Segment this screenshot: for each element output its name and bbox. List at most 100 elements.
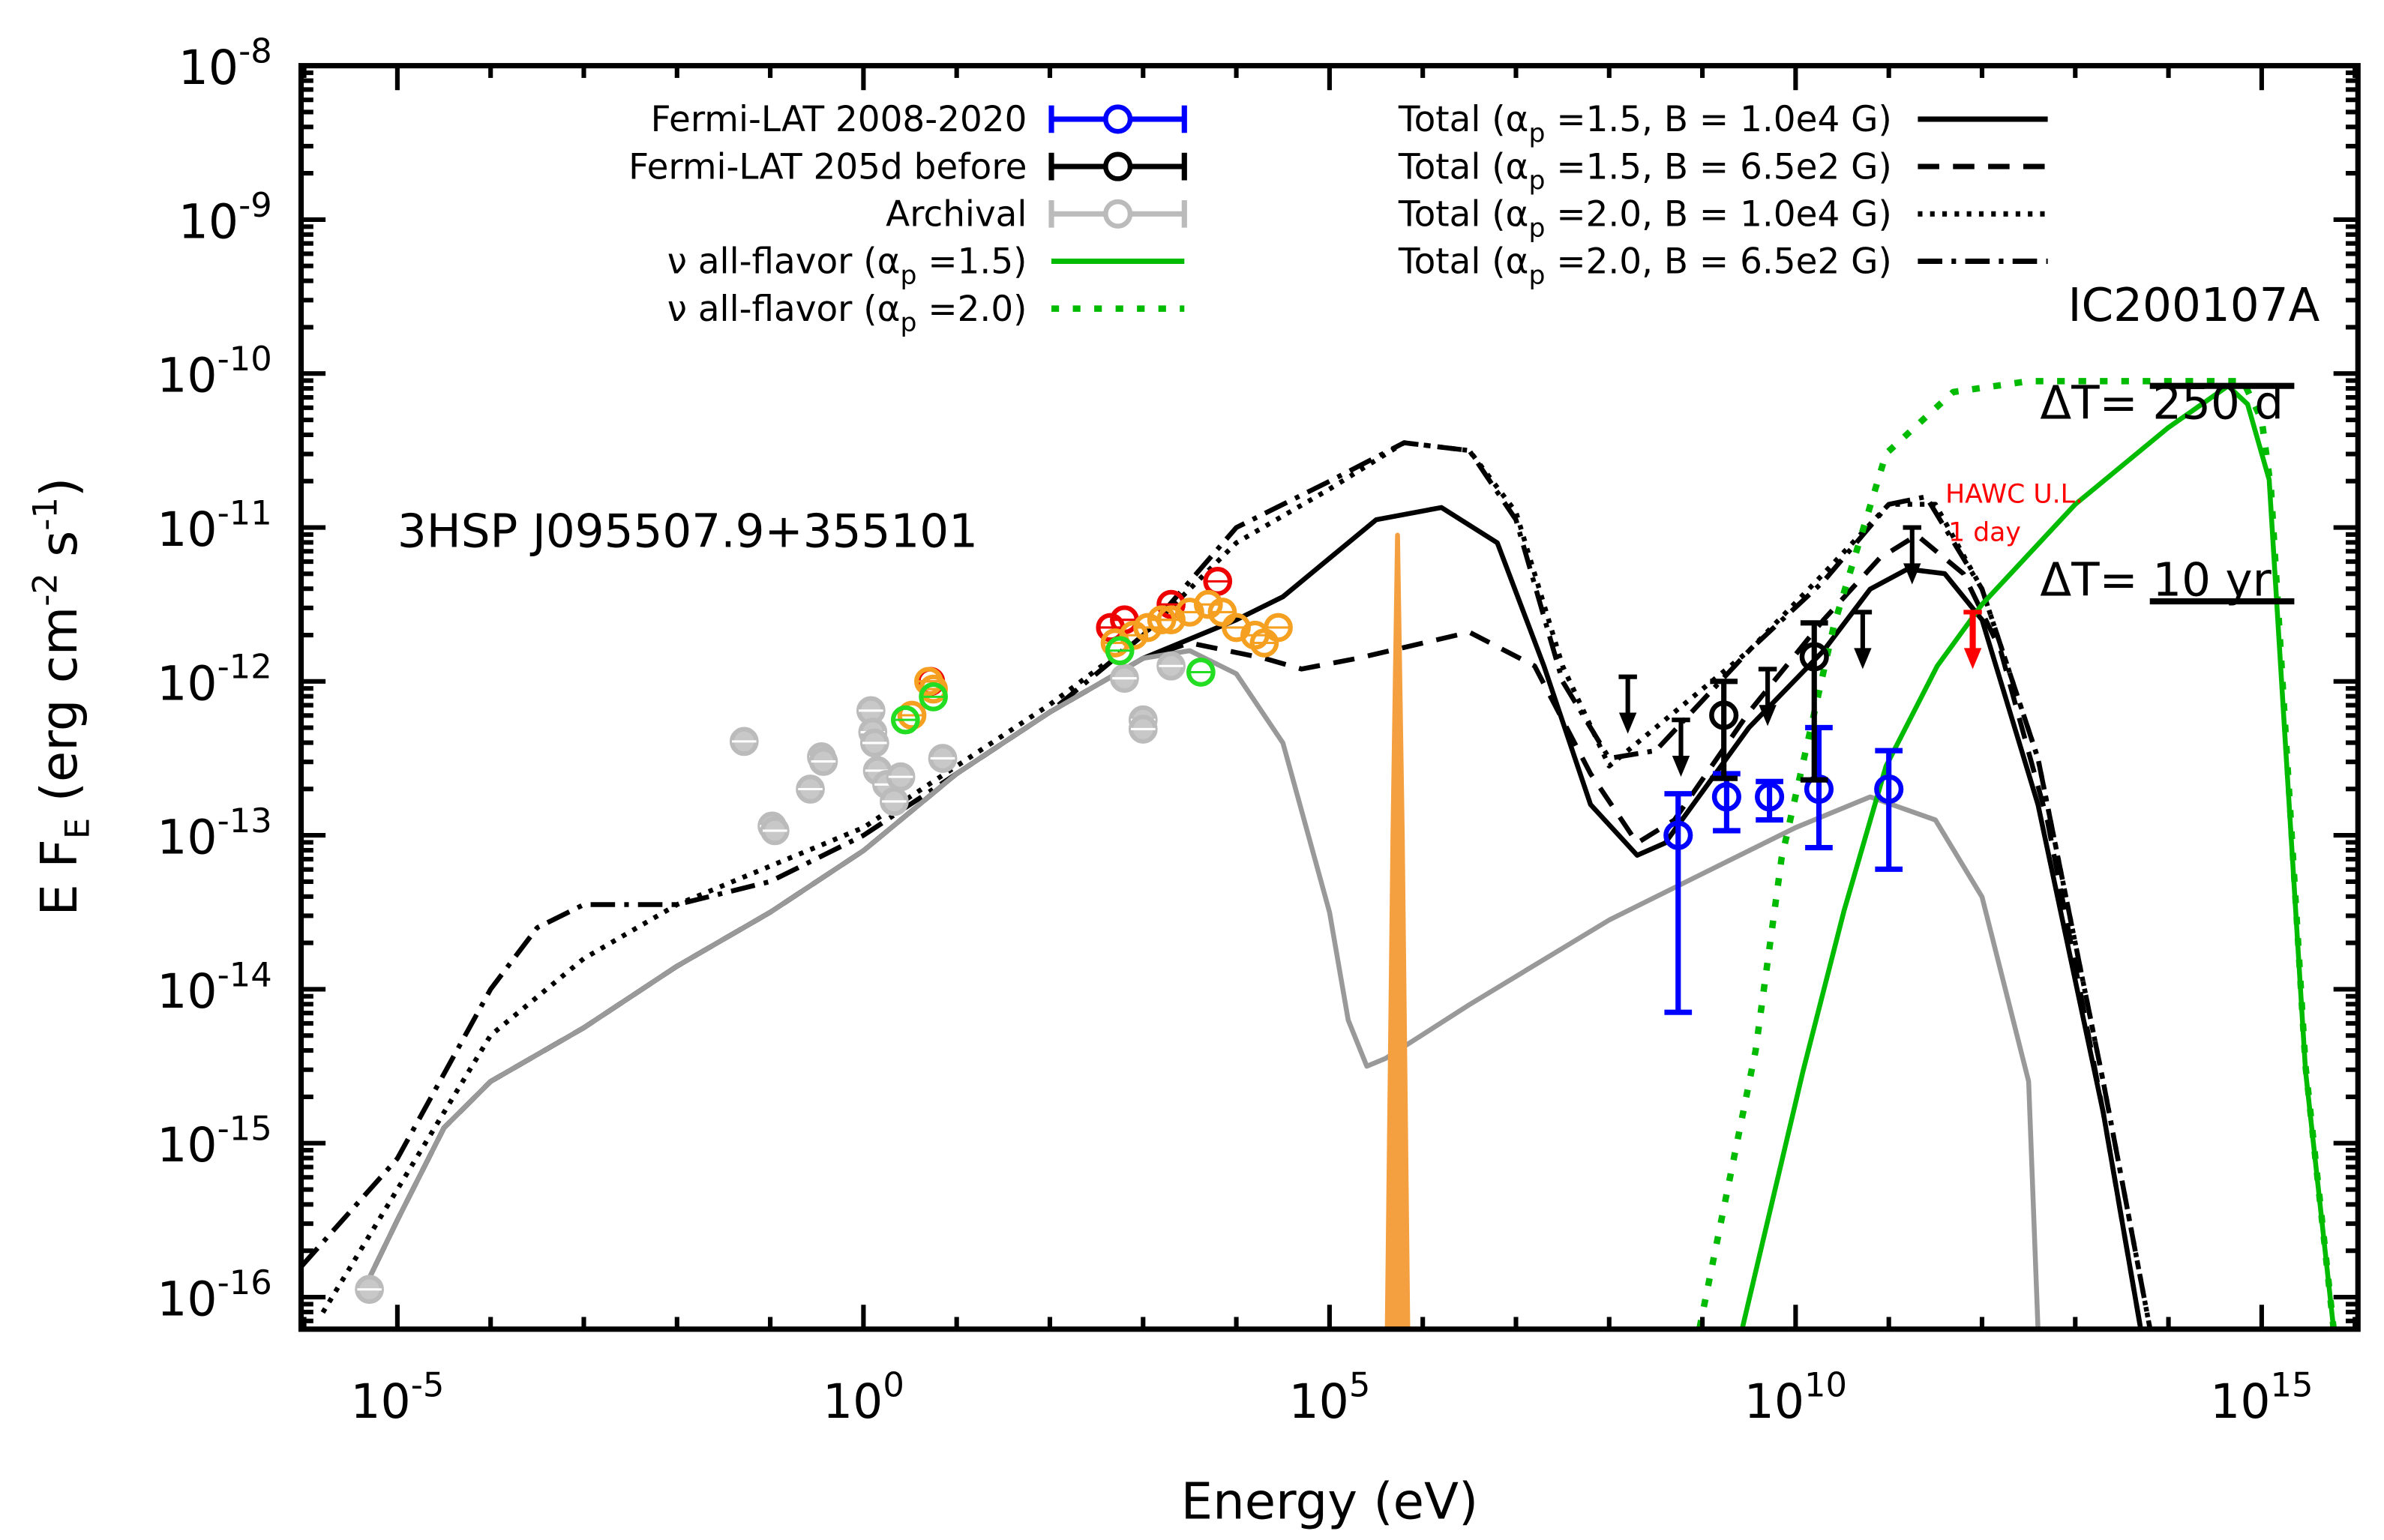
legend-label-text: Fermi-LAT 205d before: [628, 147, 1027, 187]
legend-label-subscript: p: [1528, 166, 1545, 196]
legend-label: Fermi-LAT 205d before: [628, 147, 1027, 187]
fermi-2008-2020-point-marker: [1804, 774, 1834, 804]
dt-10yr-label: ΔT= 10 yr: [2040, 554, 2272, 607]
plot-area: [301, 378, 2337, 1329]
legend-sample-marker: [1103, 104, 1133, 134]
y-tick-base: 10: [178, 193, 238, 249]
y-tick-label: 10-13: [157, 801, 272, 865]
y-tick-base: 10: [157, 502, 217, 557]
x-tick-label: 1010: [1744, 1365, 1847, 1429]
y-tick-exponent: -12: [217, 647, 272, 687]
fermi-205d-upper-limit-arrowhead: [1903, 563, 1921, 585]
legend-label-subscript: p: [1528, 214, 1545, 244]
y-tick-label: 10-15: [157, 1109, 272, 1173]
y-axis-label: E FE (erg cm-2 s-1): [25, 478, 97, 916]
y-tick-base: 10: [157, 810, 217, 865]
legend-label: Archival: [886, 195, 1027, 235]
x-tick-base: 10: [1744, 1374, 1804, 1429]
legend-label-text: Total (α: [1398, 195, 1529, 235]
y-tick-exponent: -14: [217, 954, 272, 994]
y-tick-label: 10-14: [157, 954, 272, 1019]
legend-label-text: Fermi-LAT 2008-2020: [651, 100, 1027, 140]
fermi-205d-upper-limit-arrowhead: [1759, 705, 1777, 727]
fermi-2008-2020-point-marker: [1755, 782, 1785, 812]
y-tick-exponent: -11: [217, 493, 272, 532]
fermi-205d-upper-limit-arrowhead: [1854, 648, 1872, 670]
legend-sample-marker: [1103, 199, 1133, 229]
series-line-dashdot: [301, 440, 2152, 1329]
y-tick-label: 10-12: [157, 647, 272, 712]
y-tick-label: 10-16: [157, 1263, 272, 1327]
x-tick-exponent: 0: [883, 1365, 904, 1404]
hawc-upper-limit-arrowhead: [1963, 648, 1982, 670]
y-label-sup1: -2: [25, 573, 64, 607]
legend-label-subscript: p: [1528, 119, 1545, 149]
x-axis-label: Energy (eV): [1181, 1472, 1479, 1530]
y-label-mid2: s: [30, 531, 88, 573]
legend-label-text: Total (α: [1398, 147, 1529, 187]
y-tick-base: 10: [157, 655, 217, 711]
legend-label: Total (αp =1.5, B = 1.0e4 G): [1398, 100, 1892, 148]
legend-label-text: =2.0, B = 1.0e4 G): [1545, 195, 1891, 235]
x-tick-base: 10: [350, 1374, 410, 1429]
legend-label-subscript: p: [1528, 261, 1545, 291]
event-name-label: IC200107A: [2068, 279, 2320, 332]
legend-label-subscript: p: [900, 308, 916, 338]
y-tick-label: 10-11: [157, 493, 272, 557]
legend: Fermi-LAT 2008-2020 Fermi-LAT 205d before…: [628, 100, 2048, 338]
x-tick-exponent: 10: [1804, 1365, 1847, 1404]
legend-label: Total (αp =2.0, B = 6.5e2 G): [1398, 242, 1892, 291]
y-tick-exponent: -8: [238, 31, 272, 71]
x-tick-base: 10: [2210, 1374, 2270, 1429]
y-label-sup2: -1: [25, 497, 64, 531]
fermi-2008-2020-point-marker: [1663, 820, 1693, 850]
y-tick-base: 10: [157, 348, 217, 403]
y-tick-label: 10-8: [178, 31, 272, 96]
dt-250d-label: ΔT= 250 d: [2040, 376, 2284, 430]
legend-label: ν all-flavor (αp =1.5): [667, 242, 1027, 291]
legend-label-text: =1.5, B = 1.0e4 G): [1545, 100, 1891, 140]
series-line-solid: [358, 648, 2041, 1329]
fermi-205d-upper-limit-arrowhead: [1672, 756, 1690, 777]
series-line-dotted: [320, 440, 2152, 1329]
y-label-sub: E: [57, 818, 97, 839]
legend-label-text: Total (α: [1398, 100, 1529, 140]
legend-label-text: ν all-flavor (α: [667, 242, 901, 283]
y-label-post: ): [30, 478, 88, 497]
legend-label-subscript: p: [900, 261, 916, 291]
x-tick-label: 1015: [2210, 1365, 2313, 1429]
fermi-2008-2020-point-marker: [1711, 782, 1741, 812]
y-tick-base: 10: [178, 40, 238, 95]
x-tick-exponent: 5: [1349, 1365, 1371, 1404]
y-tick-base: 10: [157, 1117, 217, 1173]
legend-label-text: =1.5): [916, 242, 1027, 283]
x-tick-label: 10-5: [350, 1365, 444, 1429]
y-tick-base: 10: [157, 1271, 217, 1326]
y-tick-label: 10-10: [157, 339, 272, 403]
x-tick-label: 100: [823, 1365, 904, 1429]
legend-label-text: Total (α: [1398, 242, 1529, 283]
y-tick-exponent: -16: [217, 1263, 272, 1302]
y-label-mid: (erg cm: [30, 607, 88, 818]
x-tick-label: 105: [1288, 1365, 1370, 1429]
legend-label: Total (αp =1.5, B = 6.5e2 G): [1398, 147, 1892, 196]
legend-sample-marker: [1103, 151, 1133, 181]
y-tick-exponent: -9: [238, 185, 272, 225]
y-label-pre: E F: [30, 839, 88, 916]
y-tick-exponent: -15: [217, 1109, 272, 1149]
legend-label: Fermi-LAT 2008-2020: [651, 100, 1027, 140]
legend-label-text: =2.0, B = 6.5e2 G): [1545, 242, 1891, 283]
hawc-ul-label: HAWC U.L.: [1945, 479, 2083, 509]
legend-label-text: =1.5, B = 6.5e2 G): [1545, 147, 1891, 187]
legend-label-text: Archival: [886, 195, 1027, 235]
source-name-label: 3HSP J095507.9+355101: [397, 505, 978, 558]
fermi-2008-2020-point-marker: [1874, 774, 1904, 804]
legend-label-text: ν all-flavor (α: [667, 289, 901, 330]
x-tick-exponent: 15: [2271, 1365, 2314, 1404]
legend-label: ν all-flavor (αp =2.0): [667, 289, 1027, 338]
fermi-205d-upper-limit-arrowhead: [1618, 712, 1637, 734]
fermi-205d-point-marker: [1709, 700, 1739, 730]
y-tick-label: 10-9: [178, 185, 272, 250]
legend-label: Total (αp =2.0, B = 1.0e4 G): [1398, 195, 1892, 244]
